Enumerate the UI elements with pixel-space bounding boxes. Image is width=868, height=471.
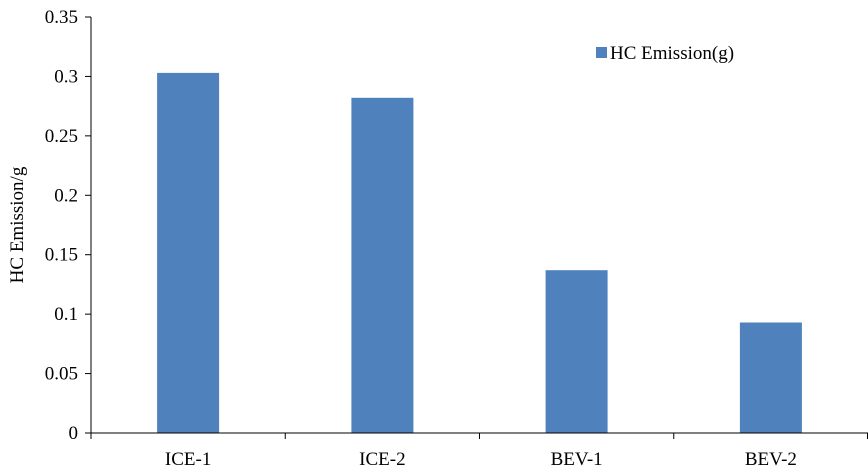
x-axis: ICE-1 ICE-2 BEV-1 BEV-2 [90,432,868,470]
y-tick-label: 0.15 [45,245,78,266]
y-axis: 0 0.05 0.1 0.15 0.2 0.25 0.3 0.35 [45,7,92,444]
y-tick-label: 0.05 [45,364,78,385]
x-tick-label: ICE-1 [165,449,211,470]
legend-label: HC Emission(g) [610,43,734,64]
legend: HC Emission(g) [596,43,734,64]
y-tick-label: 0.3 [54,66,78,87]
y-tick-label: 0.1 [54,304,78,325]
y-tick-label: 0 [69,423,79,444]
y-tick-label: 0.25 [45,126,78,147]
bar-ice-1 [157,72,220,434]
x-tick-label: BEV-2 [745,449,797,470]
bar-bev-1 [545,270,608,433]
bars-group [157,72,802,434]
bar-ice-2 [351,97,414,434]
legend-swatch [596,47,607,58]
y-tick-label: 0.35 [45,7,78,28]
x-tick-label: ICE-2 [359,449,405,470]
y-tick-label: 0.2 [54,185,78,206]
x-tick-label: BEV-1 [551,449,603,470]
bar-bev-2 [739,322,802,433]
y-axis-title: HC Emission/g [7,166,28,283]
